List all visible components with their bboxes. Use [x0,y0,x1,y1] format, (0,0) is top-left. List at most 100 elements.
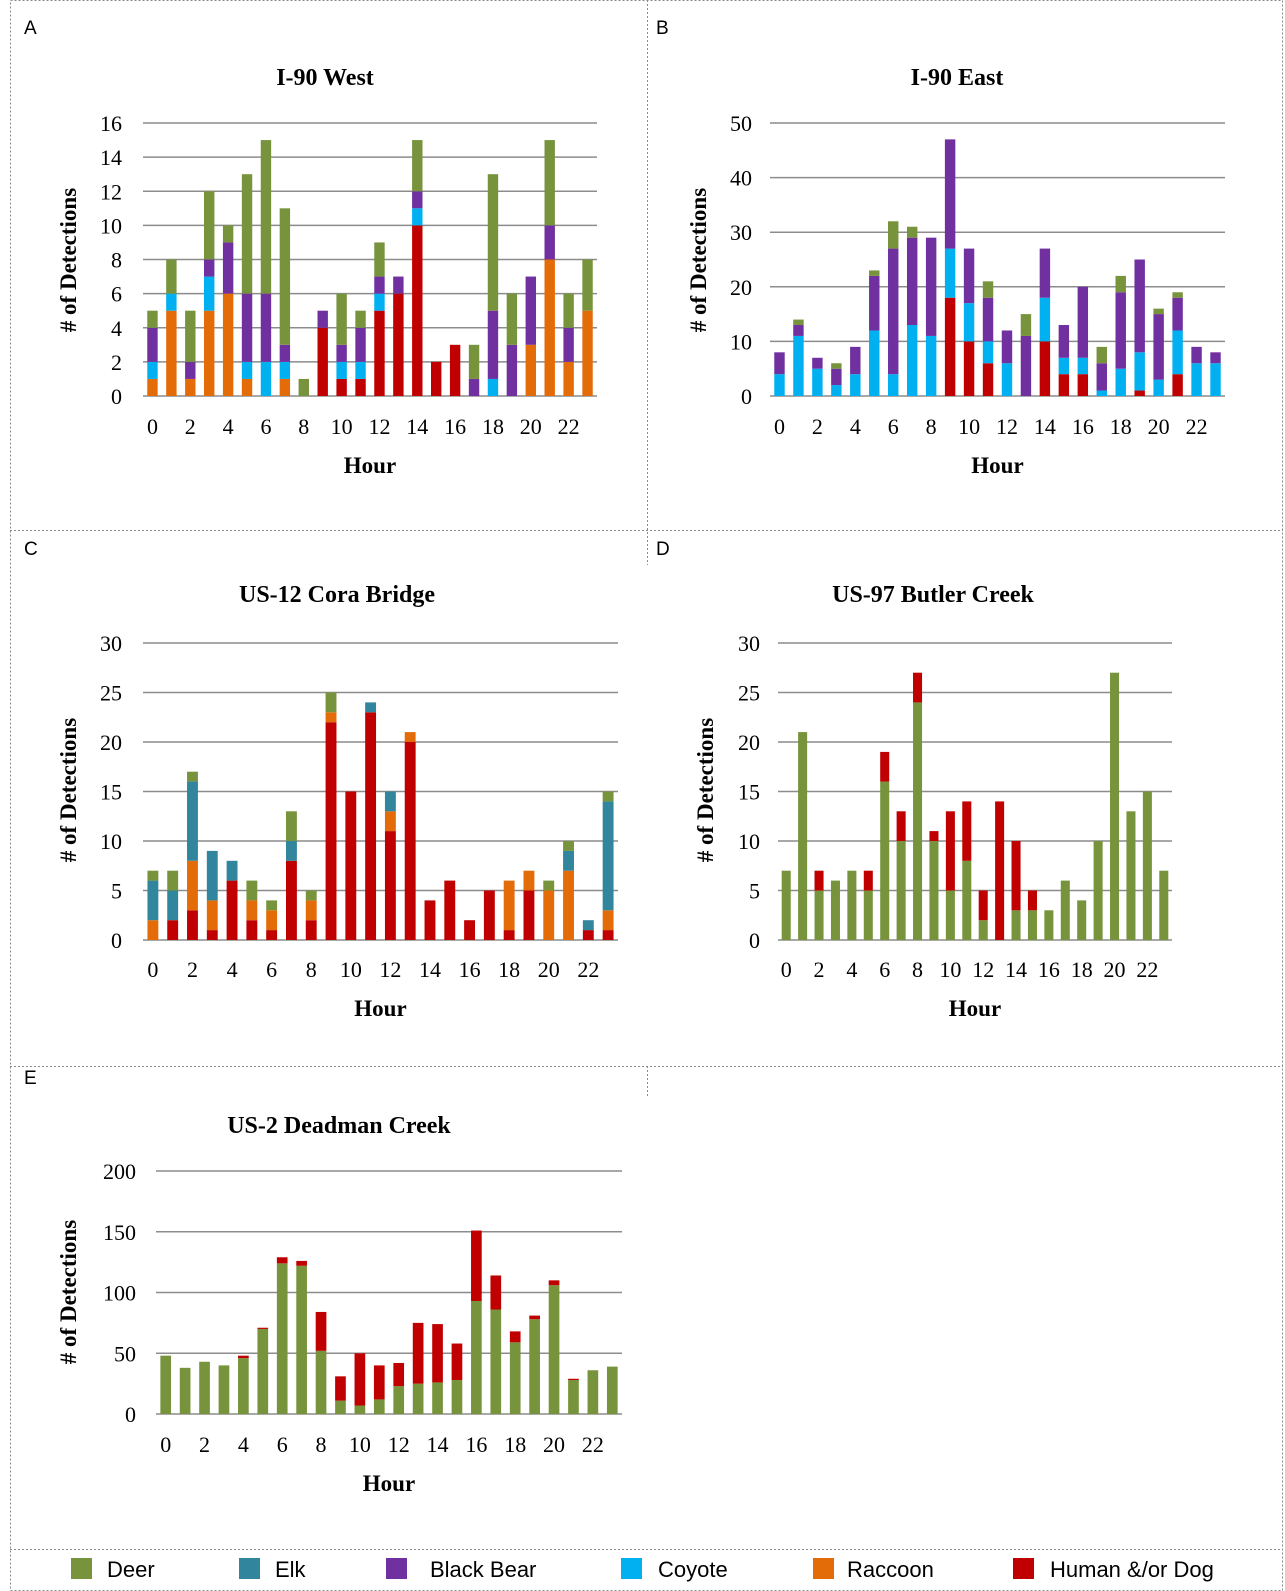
bar-black-bear-hour-19 [1134,259,1145,353]
bar-coyote-hour-0 [774,374,785,396]
legend-item-black-bear: Black Bear [386,1557,536,1582]
legend-swatch [71,1558,92,1579]
bar-human-or-dog-hour-12 [393,1362,405,1387]
y-tick-label: 150 [103,1220,136,1245]
chart-title: US-2 Deadman Creek [227,1113,451,1139]
bar-black-bear-hour-5 [869,275,880,331]
bar-deer-hour-11 [982,281,994,298]
y-tick-label: 14 [100,145,122,170]
bar-human-or-dog-hour-16 [1077,374,1089,396]
bar-black-bear-hour-11 [355,327,366,362]
bar-deer-hour-3 [204,191,215,260]
bar-coyote-hour-14 [1039,297,1051,342]
bar-human-or-dog-hour-13 [404,742,416,940]
panel-letter: C [24,539,38,560]
bar-human-or-dog-hour-9 [929,831,939,841]
bar-human-or-dog-hour-13 [412,1322,424,1384]
bar-raccoon-hour-6 [266,910,278,931]
bar-elk-hour-7 [285,841,297,861]
bar-black-bear-hour-18 [487,310,499,379]
legend-swatch [621,1558,642,1579]
bar-deer-hour-1 [166,259,177,294]
x-axis-label: Hour [949,996,1001,1021]
bar-elk-hour-3 [206,850,218,901]
x-tick-label: 16 [1038,957,1060,982]
y-tick-label: 200 [103,1159,136,1184]
bar-raccoon-hour-4 [222,293,234,396]
bar-coyote-hour-1 [166,293,177,311]
bar-black-bear-hour-13 [1020,335,1032,396]
x-tick-label: 4 [850,414,861,439]
bar-black-bear-hour-17 [468,378,480,396]
bar-raccoon-hour-13 [404,732,416,742]
y-tick-label: 30 [730,220,752,245]
bar-deer-hour-6 [266,900,278,911]
y-tick-label: 5 [111,879,122,904]
legend-label: Black Bear [430,1557,536,1582]
bar-black-bear-hour-2 [185,361,196,379]
y-tick-label: 30 [738,631,760,656]
y-tick-label: 0 [749,928,760,953]
bar-deer-hour-5 [869,270,880,276]
bar-deer-hour-9 [929,841,939,940]
x-tick-label: 14 [1005,957,1027,982]
bar-coyote-hour-6 [260,361,272,396]
bar-elk-hour-2 [187,781,198,861]
x-tick-label: 0 [781,957,792,982]
bar-deer-hour-1 [167,870,179,891]
bar-coyote-hour-22 [1191,363,1202,396]
bar-human-or-dog-hour-14 [1011,841,1021,911]
bar-deer-hour-3 [218,1365,230,1414]
x-tick-label: 14 [1034,414,1056,439]
bar-deer-hour-6 [276,1263,288,1414]
x-tick-label: 20 [538,957,560,982]
y-axis-label: # of Detections [56,188,81,332]
bar-human-or-dog-hour-6 [276,1257,288,1264]
bar-coyote-hour-10 [963,303,975,342]
bar-deer-hour-4 [238,1358,249,1414]
legend-label: Coyote [658,1557,728,1582]
bar-human-or-dog-hour-6 [880,751,890,782]
bar-deer-hour-7 [906,226,918,238]
bar-raccoon-hour-0 [147,920,159,940]
bar-human-or-dog-hour-1 [167,920,179,940]
bar-coyote-hour-14 [412,208,423,226]
x-tick-label: 4 [846,957,857,982]
x-tick-label: 16 [1072,414,1094,439]
bar-human-or-dog-hour-5 [246,920,258,940]
bar-deer-hour-14 [432,1382,443,1414]
y-axis-label: # of Detections [686,188,711,332]
bar-raccoon-hour-21 [563,870,574,940]
bar-human-or-dog-hour-15 [444,880,456,940]
bar-black-bear-hour-15 [1058,325,1070,358]
bar-human-or-dog-hour-10 [336,378,347,396]
bar-black-bear-hour-12 [374,276,385,294]
legend-label: Human &/or Dog [1050,1557,1214,1582]
bar-black-bear-hour-4 [850,346,861,375]
bar-elk-hour-4 [226,860,238,881]
bar-human-or-dog-hour-7 [285,860,297,940]
bar-deer-hour-22 [563,293,574,328]
bar-coyote-hour-20 [1153,379,1164,396]
x-tick-label: 18 [504,1432,526,1457]
chart-title: US-12 Cora Bridge [239,582,435,608]
y-tick-label: 8 [111,248,122,273]
x-tick-label: 2 [199,1432,210,1457]
bar-coyote-hour-1 [793,335,804,396]
bar-deer-hour-21 [563,841,574,851]
bar-human-or-dog-hour-16 [471,1230,482,1302]
bar-deer-hour-7 [285,811,297,841]
chart-title: I-90 West [276,65,374,91]
y-tick-label: 10 [100,213,122,238]
bar-human-or-dog-hour-10 [345,791,357,940]
x-tick-label: 20 [520,414,542,439]
panel-letter: E [24,1068,37,1089]
bar-deer-hour-21 [1172,292,1183,298]
bar-deer-hour-10 [945,890,955,940]
bar-human-or-dog-hour-12 [384,831,396,940]
y-tick-label: 10 [100,829,122,854]
x-tick-label: 2 [812,414,823,439]
bar-human-or-dog-hour-9 [317,327,328,396]
bar-deer-hour-0 [160,1355,172,1414]
x-tick-label: 22 [1136,957,1158,982]
